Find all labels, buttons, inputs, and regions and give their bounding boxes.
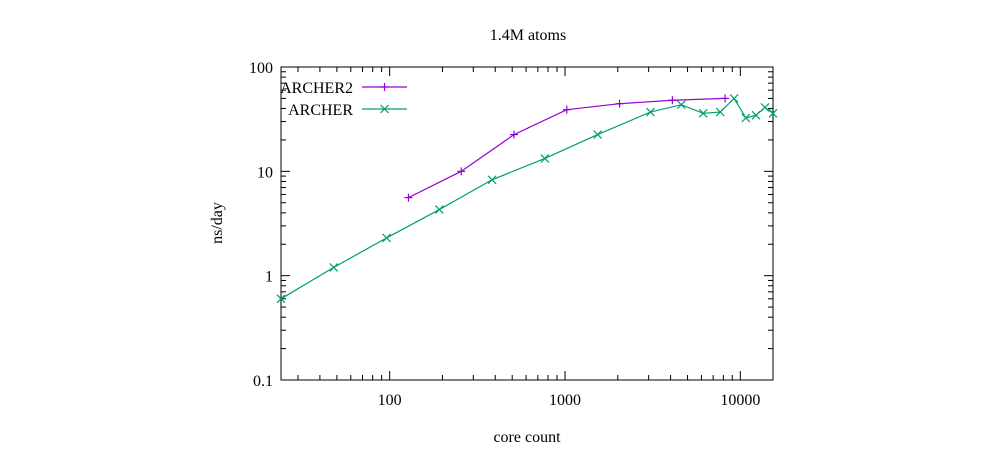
y-tick-label: 100 bbox=[249, 60, 273, 77]
x-tick-label: 10000 bbox=[720, 392, 760, 409]
series-layer bbox=[276, 93, 778, 304]
data-point-archer bbox=[768, 108, 778, 118]
series-archer bbox=[276, 93, 778, 304]
x-tick-label: 100 bbox=[378, 392, 402, 409]
data-point-archer2 bbox=[457, 167, 466, 176]
data-point-archer2 bbox=[668, 96, 677, 105]
data-point-archer2 bbox=[562, 105, 571, 114]
series-archer2 bbox=[404, 94, 730, 202]
data-point-archer bbox=[741, 113, 751, 123]
data-point-archer2 bbox=[615, 99, 624, 108]
data-point-archer2 bbox=[510, 130, 519, 139]
legend: ARCHER2 ARCHER bbox=[280, 80, 407, 119]
data-point-archer bbox=[751, 110, 761, 120]
plot-area-border bbox=[280, 66, 774, 381]
legend-item-archer2: ARCHER2 bbox=[280, 80, 407, 97]
y-tick-label: 1 bbox=[265, 269, 273, 286]
data-point-archer2 bbox=[404, 193, 413, 202]
chart-title: 1.4M atoms bbox=[490, 27, 566, 44]
data-point-archer bbox=[676, 100, 686, 110]
axis-ticks: 100 1000 10000 0.1 1 10 100 bbox=[249, 60, 773, 409]
legend-label: ARCHER bbox=[288, 102, 353, 119]
y-axis-label: ns/day bbox=[209, 202, 226, 244]
legend-marker bbox=[380, 104, 389, 114]
data-point-archer bbox=[715, 107, 725, 117]
x-tick-label: 1000 bbox=[549, 392, 581, 409]
data-point-archer bbox=[593, 130, 603, 140]
legend-marker bbox=[380, 83, 389, 91]
data-point-archer bbox=[698, 108, 708, 118]
y-tick-label: 0.1 bbox=[253, 373, 273, 390]
data-point-archer bbox=[487, 175, 497, 185]
legend-label: ARCHER2 bbox=[280, 80, 353, 97]
data-point-archer bbox=[434, 205, 444, 214]
data-point-archer bbox=[729, 93, 739, 103]
series-line-archer bbox=[280, 97, 774, 300]
data-point-archer bbox=[276, 294, 286, 304]
x-axis-label: core count bbox=[493, 429, 561, 446]
data-point-archer bbox=[329, 262, 339, 272]
data-point-archer bbox=[382, 233, 391, 243]
data-point-archer2 bbox=[721, 94, 730, 103]
data-point-archer bbox=[760, 102, 770, 112]
y-tick-label: 10 bbox=[257, 164, 273, 181]
data-point-archer bbox=[540, 153, 550, 163]
legend-item-archer: ARCHER bbox=[288, 102, 407, 119]
data-point-archer bbox=[646, 107, 655, 117]
